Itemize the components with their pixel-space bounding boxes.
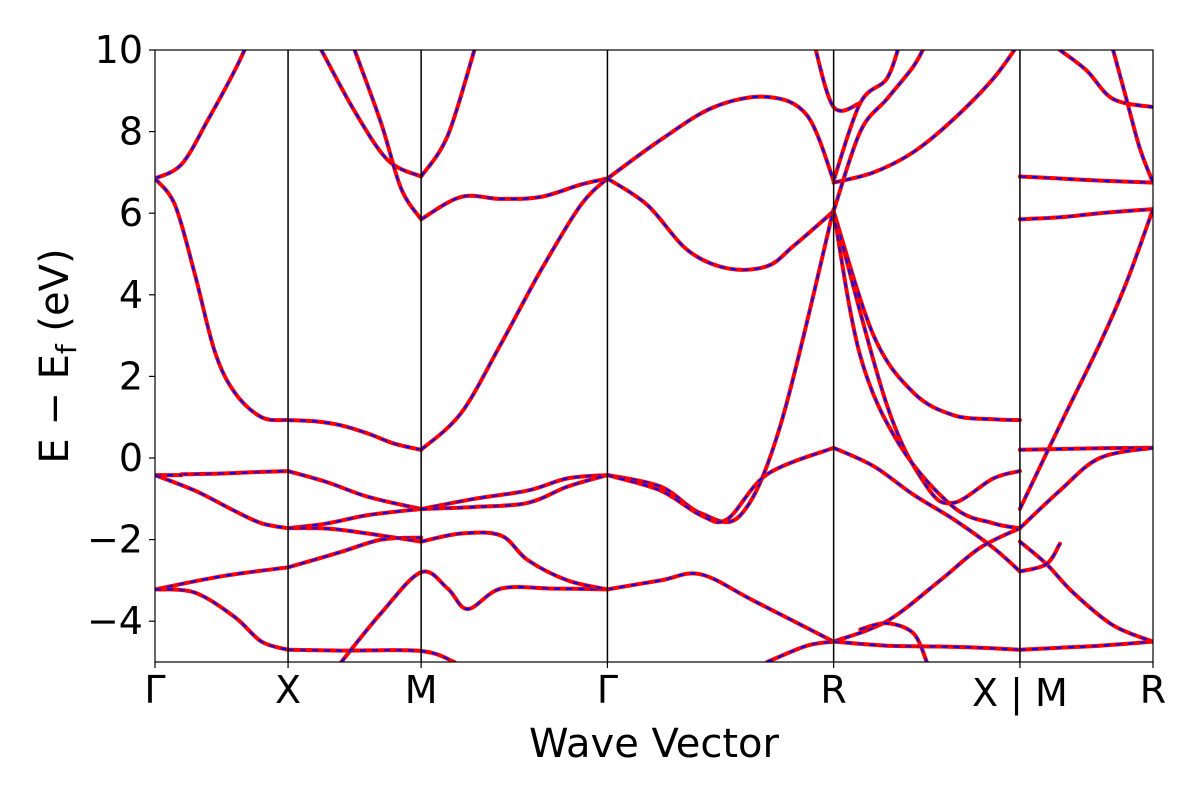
plot-area bbox=[155, 50, 1153, 662]
band-0-segment-0-line bbox=[155, 50, 247, 181]
band-6-segment-1-dashed bbox=[607, 572, 835, 643]
y-tick-label: 2 bbox=[119, 354, 143, 398]
x-tick-label: X bbox=[275, 668, 301, 712]
band-12-segment-4-dashed bbox=[1019, 640, 1153, 651]
band-11-segment-3-dashed bbox=[832, 211, 1021, 530]
band-1-segment-1-dashed bbox=[288, 419, 422, 451]
y-tick-label: 8 bbox=[119, 110, 143, 154]
kpoint-dividers bbox=[287, 50, 1021, 662]
y-tick-label: 10 bbox=[95, 28, 143, 72]
y-tick-label: 4 bbox=[119, 273, 143, 317]
band-11-segment-9-dashed bbox=[814, 50, 861, 112]
band-12-segment-2-dashed bbox=[1019, 446, 1153, 451]
x-axis-title: Wave Vector bbox=[529, 721, 780, 767]
band-11-segment-10-dashed bbox=[832, 50, 899, 181]
band-2-segment-2-dashed bbox=[287, 470, 422, 510]
band-4-segment-1-dashed bbox=[287, 536, 422, 569]
band-1-segment-0-dashed bbox=[155, 177, 289, 422]
band-9-segment-1-dashed bbox=[420, 177, 608, 221]
y-tick-label: 6 bbox=[119, 191, 143, 235]
band-3-segment-2-dashed bbox=[421, 474, 608, 510]
x-tick-label: M bbox=[405, 668, 438, 712]
band-12-segment-7-dashed bbox=[1059, 50, 1153, 109]
x-axis-ticks: Γ X M Γ R X | M R bbox=[144, 662, 1166, 716]
band-8-segment-1-dashed bbox=[420, 50, 476, 178]
band-5-segment-1-line bbox=[286, 647, 457, 662]
band-9-segment-0-dashed bbox=[353, 50, 422, 220]
y-axis-title-main: E − E bbox=[32, 354, 78, 464]
band-2-segment-3-dashed bbox=[420, 474, 608, 510]
x-tick-label: Γ bbox=[597, 668, 618, 712]
band-6-segment-0-dashed bbox=[340, 570, 608, 662]
y-tick-label: −4 bbox=[87, 599, 143, 643]
band-7-segment-0-dashed bbox=[288, 527, 422, 543]
x-tick-label: Γ bbox=[144, 668, 165, 712]
band-10-segment-0-dashed bbox=[606, 95, 835, 181]
y-tick-label: −2 bbox=[87, 518, 143, 562]
band-12-segment-1-dashed bbox=[1019, 208, 1153, 221]
axes-frame bbox=[154, 49, 1154, 663]
band-12-segment-6-dashed bbox=[1019, 543, 1061, 573]
y-axis-ticks: −4 −2 0 2 4 6 8 10 bbox=[87, 28, 155, 643]
x-tick-label: R bbox=[820, 668, 846, 712]
band-4-segment-0-dashed bbox=[155, 566, 289, 591]
band-11-segment-4-dashed bbox=[833, 527, 1021, 643]
band-7-segment-1-dashed bbox=[420, 531, 608, 591]
x-tick-label: X | M bbox=[972, 671, 1068, 716]
band-12-segment-0-dashed bbox=[1019, 175, 1153, 184]
band-11-segment-2-dashed bbox=[833, 446, 1021, 573]
band-3-segment-0-dashed bbox=[155, 474, 289, 530]
band-11-segment-0-dashed bbox=[832, 210, 1020, 422]
band-12-segment-8-dashed bbox=[1112, 50, 1153, 183]
band-2-segment-0-dashed bbox=[181, 470, 289, 476]
band-1-segment-2-line bbox=[419, 176, 610, 452]
y-axis-title: E − Ef (eV) bbox=[32, 248, 83, 463]
y-tick-label: 0 bbox=[119, 436, 143, 480]
y-axis-title-subscript: f bbox=[50, 343, 83, 354]
band-11-segment-7-dashed bbox=[833, 50, 1016, 184]
band-3-segment-3-dashed bbox=[607, 446, 834, 524]
band-11-segment-8-dashed bbox=[832, 50, 924, 212]
band-8-segment-0-dashed bbox=[320, 50, 422, 178]
band-6-segment-2-dashed bbox=[766, 640, 834, 662]
x-tick-label: R bbox=[1140, 668, 1166, 712]
band-11-segment-5-dashed bbox=[833, 640, 1020, 651]
band-10-segment-1-line bbox=[605, 176, 836, 272]
band-12-segment-9-dashed bbox=[1019, 446, 1153, 529]
band-5-segment-0-dashed bbox=[155, 588, 289, 651]
band-11-segment-6-dashed bbox=[860, 622, 928, 662]
band-12-segment-5-dashed bbox=[1019, 540, 1153, 643]
band-2-segment-4-dashed bbox=[607, 208, 835, 524]
band-12-segment-3-dashed bbox=[1018, 208, 1153, 510]
band-11-segment-1-dashed bbox=[832, 210, 1021, 505]
y-axis-title-unit: (eV) bbox=[32, 248, 78, 344]
